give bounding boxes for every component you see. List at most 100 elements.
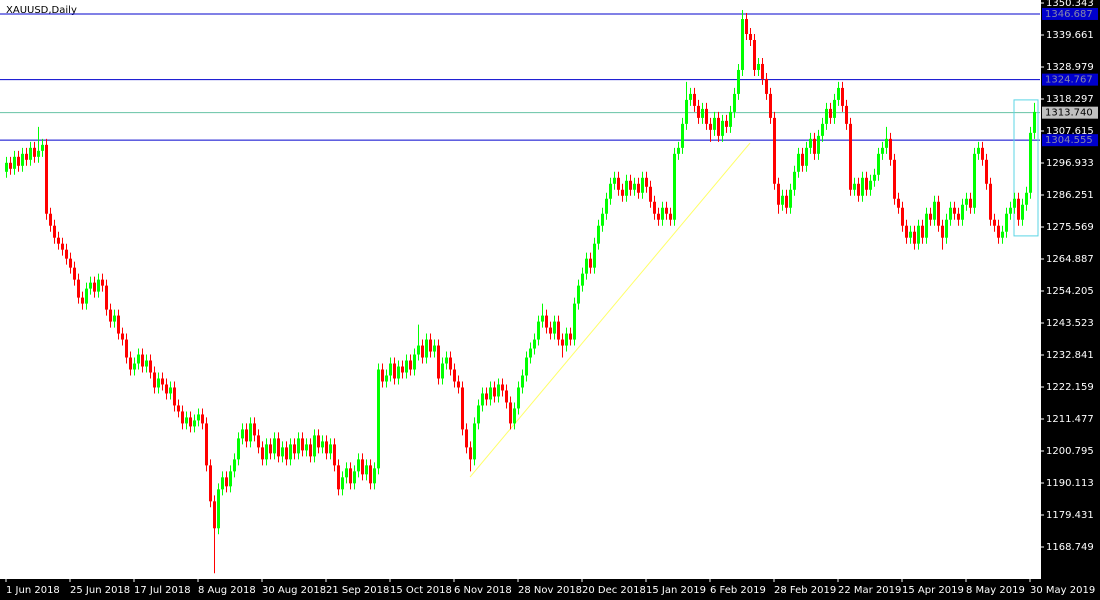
- candle-body: [657, 213, 660, 220]
- candle-body: [357, 459, 360, 472]
- candle-body: [737, 69, 740, 94]
- candle-body: [165, 384, 168, 394]
- candle-body: [417, 345, 420, 355]
- candle-body: [233, 459, 236, 472]
- price-tag-label: 1346.687: [1045, 9, 1093, 20]
- candle-body: [413, 354, 416, 370]
- candle-body: [549, 327, 552, 334]
- candle-body: [717, 117, 720, 136]
- candle-body: [301, 438, 304, 451]
- candle-body: [957, 213, 960, 220]
- y-tick-label: 1264.887: [1046, 254, 1094, 265]
- candle-body: [77, 279, 80, 298]
- candle-body: [105, 285, 108, 310]
- candle-body: [885, 138, 888, 148]
- candle-body: [281, 447, 284, 457]
- y-tick-label: 1318.297: [1046, 94, 1094, 105]
- candle-body: [785, 195, 788, 208]
- y-tick-label: 1296.933: [1046, 158, 1094, 169]
- candle-body: [973, 153, 976, 208]
- candle-body: [305, 444, 308, 451]
- candle-body: [329, 444, 332, 454]
- candle-body: [781, 195, 784, 205]
- candle-body: [633, 183, 636, 190]
- candle-body: [741, 19, 744, 70]
- candle-body: [553, 321, 556, 334]
- candle-body: [773, 117, 776, 184]
- x-tick-label: 1 Jun 2018: [6, 585, 60, 596]
- candle-body: [193, 420, 196, 427]
- candle-body: [493, 387, 496, 397]
- candle-body: [489, 387, 492, 400]
- x-tick-label: 30 Aug 2018: [262, 585, 326, 596]
- candle-body: [257, 435, 260, 448]
- candle-body: [73, 267, 76, 280]
- candle-body: [497, 384, 500, 397]
- candle-body: [697, 105, 700, 118]
- candle-body: [617, 177, 620, 190]
- price-tag: [1042, 7, 1098, 20]
- candle-body: [941, 225, 944, 238]
- x-tick-label: 6 Nov 2018: [454, 585, 512, 596]
- highlight-box: [1013, 99, 1039, 237]
- candle-body: [517, 387, 520, 409]
- candle-body: [121, 333, 124, 340]
- candle-body: [913, 231, 916, 244]
- candle-body: [533, 339, 536, 349]
- candle-body: [473, 423, 476, 460]
- x-tick-label: 25 Jun 2018: [70, 585, 130, 596]
- x-tick-label: 15 Jan 2019: [646, 585, 706, 596]
- y-tick-label: 1328.979: [1046, 62, 1094, 73]
- x-tick-label: 22 Mar 2019: [838, 585, 901, 596]
- candle-body: [769, 93, 772, 118]
- candle-body: [733, 93, 736, 112]
- candle-body: [441, 363, 444, 379]
- candle-body: [65, 249, 68, 259]
- candle-body: [181, 411, 184, 424]
- candle-body: [853, 183, 856, 190]
- candle-body: [333, 444, 336, 466]
- candle-body: [985, 159, 988, 184]
- candle-body: [13, 156, 16, 169]
- x-tick-label: 15 Apr 2019: [902, 585, 964, 596]
- x-tick-label: 17 Jul 2018: [134, 585, 191, 596]
- candle-body: [1013, 198, 1016, 208]
- candle-body: [101, 279, 104, 286]
- candle-body: [745, 19, 748, 34]
- candle-body: [613, 177, 616, 184]
- candle-body: [929, 213, 932, 220]
- candle-body: [345, 468, 348, 478]
- candle-body: [321, 441, 324, 448]
- candle-body: [1009, 207, 1012, 214]
- candle-body: [185, 417, 188, 424]
- candle-body: [725, 120, 728, 127]
- candle-body: [637, 183, 640, 193]
- candle-body: [229, 471, 232, 487]
- candle-body: [213, 501, 216, 529]
- candle-body: [925, 213, 928, 238]
- candle-body: [501, 384, 504, 391]
- candle-body: [449, 357, 452, 370]
- candle-body: [821, 123, 824, 136]
- candle-body: [5, 162, 8, 172]
- candle-body: [949, 207, 952, 220]
- candle-body: [341, 477, 344, 490]
- candle-body: [273, 438, 276, 454]
- candle-body: [289, 444, 292, 460]
- candle-body: [917, 225, 920, 244]
- candle-body: [649, 186, 652, 202]
- candle-body: [81, 297, 84, 304]
- candle-body: [21, 153, 24, 166]
- candle-body: [25, 153, 28, 160]
- candle-body: [905, 225, 908, 238]
- candle-body: [117, 315, 120, 334]
- candle-body: [541, 315, 544, 322]
- candle-body: [901, 207, 904, 226]
- candle-body: [709, 123, 712, 130]
- candle-body: [401, 366, 404, 373]
- x-tick-label: 28 Nov 2018: [518, 585, 582, 596]
- x-tick-label: 6 Feb 2019: [710, 585, 766, 596]
- candle-body: [37, 150, 40, 157]
- candle-body: [253, 423, 256, 436]
- candle-body: [589, 258, 592, 268]
